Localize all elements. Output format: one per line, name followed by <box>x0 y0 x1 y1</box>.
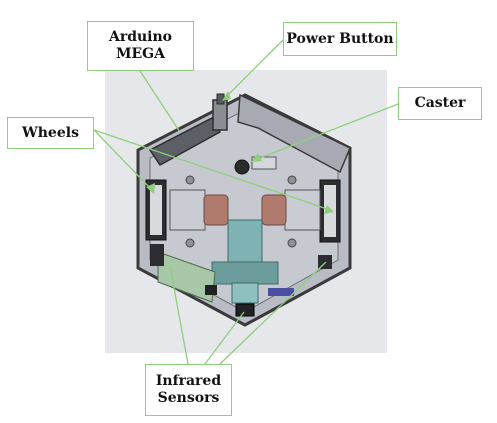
ir-sensor <box>150 244 164 266</box>
power-button-cap <box>216 93 225 105</box>
right-motor <box>261 194 287 226</box>
left-wheel-tread <box>150 185 162 235</box>
ir-sensor-board <box>157 251 216 303</box>
leader-arduino <box>139 70 181 133</box>
infrared-sensors-label: Infrared Sensors <box>145 364 232 416</box>
screw <box>287 175 297 185</box>
left-motor <box>203 194 229 226</box>
ir-sensor <box>268 288 294 296</box>
screw <box>185 175 195 185</box>
arduino-mega-label: Arduino MEGA <box>87 21 194 71</box>
ir-sensor <box>205 285 217 295</box>
chassis-top-wall <box>237 93 351 174</box>
leader-arrowheads <box>146 91 334 214</box>
caster-ball <box>234 159 250 175</box>
arrowhead-power <box>222 91 231 101</box>
caster-label: Caster <box>398 87 482 120</box>
screw <box>287 238 297 248</box>
ir-sensor <box>235 303 255 317</box>
arduino-board <box>148 117 222 166</box>
leader-ir-1 <box>169 265 189 365</box>
center-column-base <box>231 282 259 304</box>
center-column-collar <box>211 261 279 285</box>
leader-caster <box>254 103 399 161</box>
arrowhead-caster <box>251 153 262 162</box>
leader-ir-2 <box>204 311 245 365</box>
leader-lines <box>93 39 399 365</box>
leader-power <box>224 39 284 99</box>
leader-ir-3 <box>219 261 327 365</box>
leader-wheel-right <box>93 129 331 211</box>
screw <box>185 238 195 248</box>
arrowhead-wheel-left <box>146 183 155 194</box>
leader-wheel-left <box>93 129 153 191</box>
wheels-label: Wheels <box>7 117 94 149</box>
power-button-label: Power Button <box>283 22 397 56</box>
left-motor-bracket <box>169 189 206 231</box>
arrowhead-wheel-right <box>324 205 334 214</box>
